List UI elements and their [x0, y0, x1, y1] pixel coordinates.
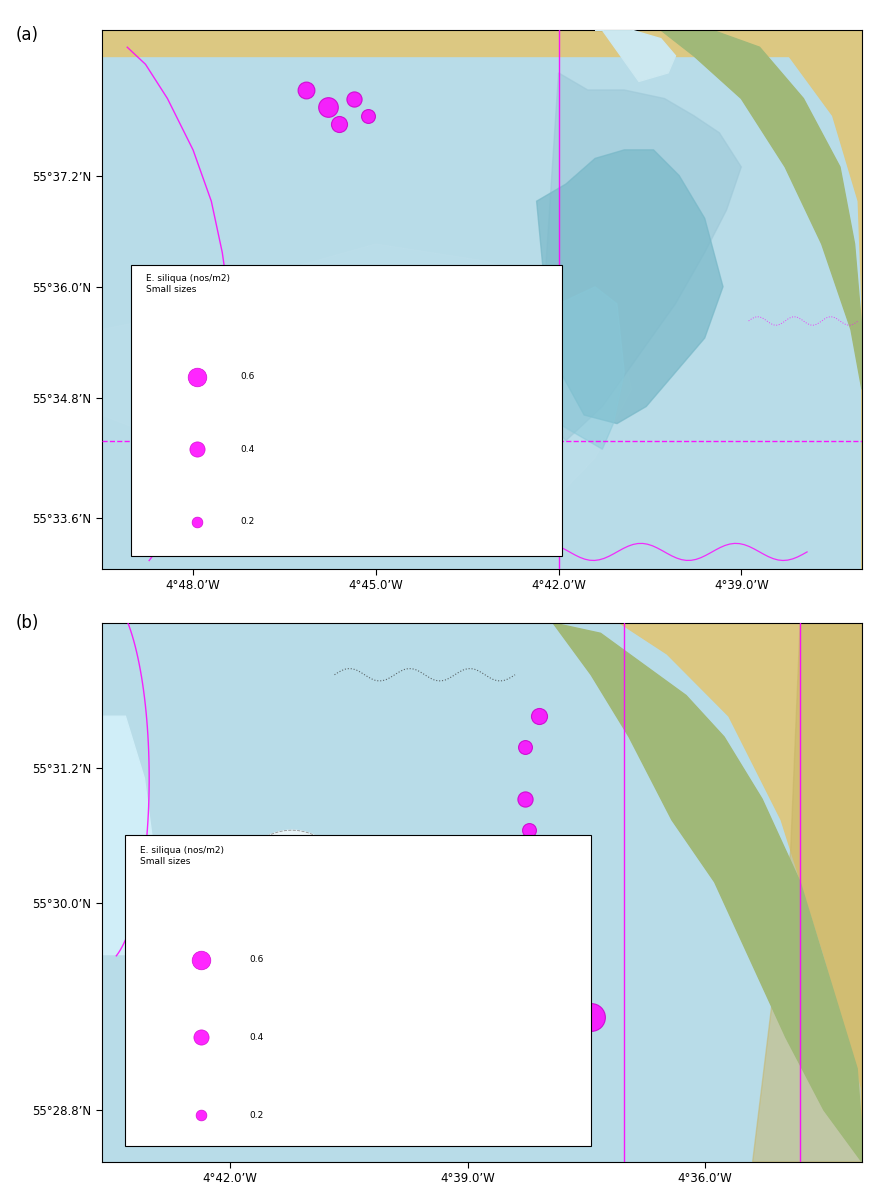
FancyBboxPatch shape: [126, 836, 591, 1146]
Polygon shape: [522, 287, 624, 449]
Polygon shape: [661, 30, 862, 389]
Polygon shape: [102, 716, 154, 955]
FancyBboxPatch shape: [131, 265, 562, 556]
Text: 0.6: 0.6: [249, 955, 263, 964]
Point: [194, 950, 209, 969]
Point: [347, 89, 361, 108]
Polygon shape: [620, 622, 862, 1162]
Text: (b): (b): [16, 614, 39, 632]
Polygon shape: [553, 622, 862, 1162]
Text: 0.4: 0.4: [249, 1033, 263, 1041]
Point: [189, 439, 203, 459]
Point: [300, 81, 314, 100]
Text: 0.2: 0.2: [249, 1111, 263, 1120]
Text: (a): (a): [16, 26, 39, 45]
Text: E. siliqua (nos/m2)
Small sizes: E. siliqua (nos/m2) Small sizes: [146, 273, 230, 294]
Text: 0.2: 0.2: [240, 518, 255, 526]
Text: E. siliqua (nos/m2)
Small sizes: E. siliqua (nos/m2) Small sizes: [140, 845, 224, 866]
Point: [522, 821, 537, 840]
Point: [321, 98, 335, 117]
Point: [537, 893, 551, 913]
Point: [194, 1105, 209, 1125]
Point: [532, 707, 546, 726]
Polygon shape: [537, 149, 723, 424]
Polygon shape: [752, 622, 862, 1162]
Polygon shape: [102, 244, 632, 543]
Polygon shape: [537, 73, 742, 441]
Point: [517, 738, 531, 757]
Point: [194, 1028, 209, 1047]
Point: [527, 842, 541, 861]
Point: [332, 114, 347, 134]
Polygon shape: [102, 30, 862, 55]
Point: [517, 790, 531, 809]
Point: [189, 513, 203, 532]
Polygon shape: [230, 831, 354, 975]
Polygon shape: [595, 30, 675, 82]
Point: [541, 914, 555, 933]
Point: [189, 367, 203, 386]
Text: 0.6: 0.6: [240, 372, 255, 380]
Polygon shape: [705, 30, 862, 569]
Point: [584, 1007, 598, 1026]
Point: [362, 106, 376, 125]
Text: 0.4: 0.4: [240, 444, 255, 454]
